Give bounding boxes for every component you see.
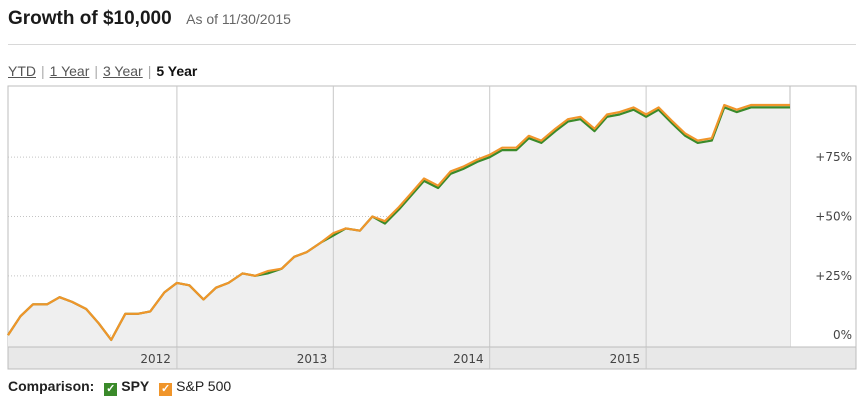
chart-header: Growth of $10,000 As of 11/30/2015 bbox=[8, 8, 291, 30]
legend-item-spy: SPY bbox=[121, 378, 150, 394]
growth-chart: 0% +25% +50% +75% 2012 2013 2014 2015 bbox=[7, 85, 857, 370]
y-tick-label: +50% bbox=[815, 210, 852, 224]
x-tick-label: 2013 bbox=[297, 352, 328, 366]
area-fill bbox=[8, 104, 790, 348]
comparison-label: Comparison: bbox=[8, 378, 95, 394]
period-tabs: YTD | 1 Year | 3 Year | 5 Year bbox=[8, 63, 197, 79]
tab-separator: | bbox=[41, 63, 45, 79]
comparison-legend: Comparison: ✓ SPY ✓ S&P 500 bbox=[8, 378, 231, 396]
series-line-sp500 bbox=[7, 103, 790, 341]
tab-separator: | bbox=[147, 63, 152, 79]
as-of-date: As of 11/30/2015 bbox=[186, 11, 291, 27]
tab-separator: | bbox=[94, 63, 98, 79]
x-axis-band bbox=[7, 346, 857, 370]
tab-1-year[interactable]: 1 Year bbox=[49, 63, 90, 79]
y-tick-label: 0% bbox=[833, 328, 852, 342]
x-tick-label: 2014 bbox=[453, 352, 484, 366]
tab-3-year[interactable]: 3 Year bbox=[103, 63, 143, 79]
x-tick-label: 2015 bbox=[610, 352, 641, 366]
tab-ytd[interactable]: YTD bbox=[8, 63, 36, 79]
legend-item-sp500: S&P 500 bbox=[176, 378, 232, 394]
tab-5-year[interactable]: 5 Year bbox=[156, 63, 198, 79]
y-tick-label: +75% bbox=[815, 150, 852, 164]
header-divider bbox=[8, 44, 856, 45]
y-tick-label: +25% bbox=[815, 269, 852, 283]
spy-checkbox[interactable]: ✓ bbox=[104, 383, 118, 396]
page-title: Growth of $10,000 bbox=[8, 8, 172, 29]
sp500-checkbox[interactable]: ✓ bbox=[159, 383, 173, 396]
x-tick-label: 2012 bbox=[140, 352, 171, 366]
